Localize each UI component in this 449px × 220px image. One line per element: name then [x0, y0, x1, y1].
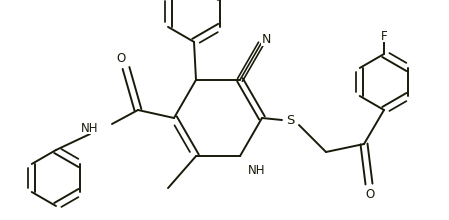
- Text: NH: NH: [80, 121, 98, 134]
- Text: O: O: [116, 51, 126, 64]
- Text: S: S: [286, 114, 294, 126]
- Text: F: F: [381, 29, 387, 42]
- Text: N: N: [261, 33, 271, 46]
- Text: O: O: [365, 187, 374, 200]
- Text: NH: NH: [248, 164, 265, 177]
